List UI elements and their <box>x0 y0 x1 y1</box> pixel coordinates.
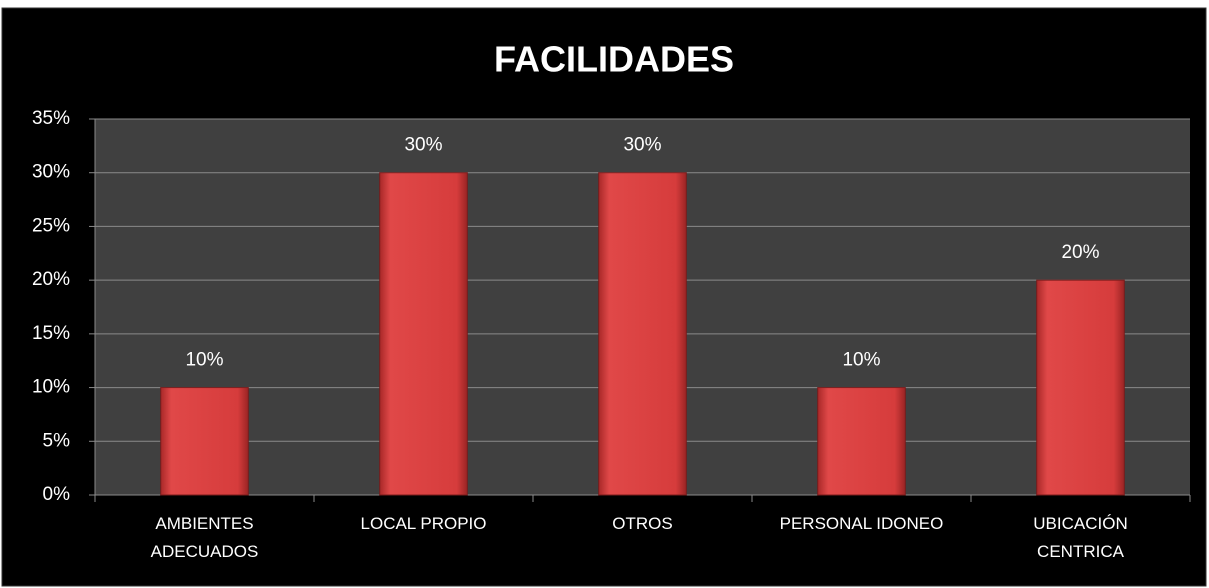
x-tick-label: AMBIENTES ADECUADOS <box>150 514 259 561</box>
value-label: 30% <box>404 135 442 156</box>
bar <box>817 387 906 496</box>
y-tick-label: 20% <box>32 269 70 290</box>
bar <box>160 387 249 496</box>
y-tick-label: 35% <box>32 108 70 129</box>
x-tick-label: PERSONAL IDONEO <box>779 514 944 533</box>
y-tick-label: 15% <box>32 323 70 344</box>
y-tick-label: 0% <box>43 484 71 505</box>
y-tick-label: 25% <box>32 215 70 236</box>
y-tick-label: 30% <box>32 162 70 183</box>
chart-title: FACILIDADES <box>494 39 734 80</box>
y-tick-label: 10% <box>32 377 70 398</box>
x-tick-label: OTROS <box>612 514 673 533</box>
bar <box>1036 279 1125 496</box>
x-tick-label: UBICACIÓN CENTRICA <box>1033 514 1128 561</box>
x-tick-label: LOCAL PROPIO <box>360 514 487 533</box>
value-label: 20% <box>1061 242 1099 263</box>
value-label: 30% <box>623 135 661 156</box>
value-label: 10% <box>842 350 880 371</box>
bar <box>379 172 468 496</box>
y-tick-label: 5% <box>43 430 71 451</box>
bar <box>598 172 687 496</box>
value-label: 10% <box>185 350 223 371</box>
